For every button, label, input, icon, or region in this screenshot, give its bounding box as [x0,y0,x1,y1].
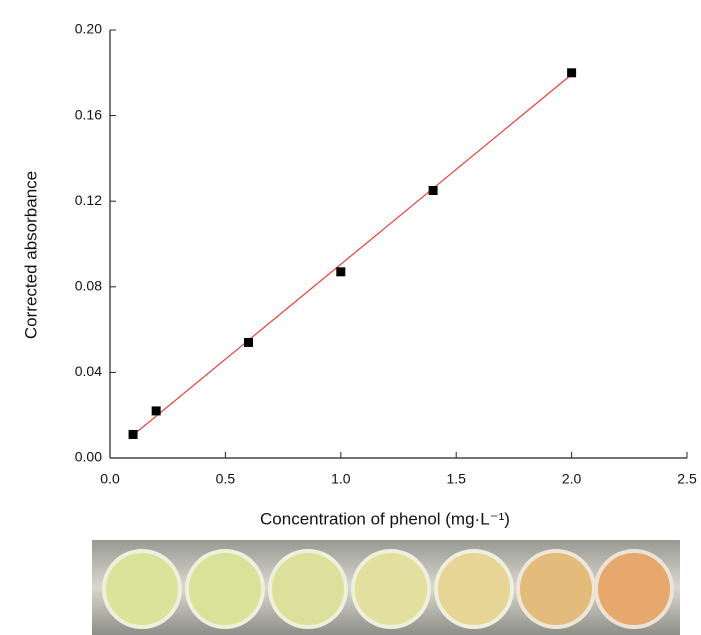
data-point [428,186,438,195]
data-point [151,406,161,416]
y-axis-title: Corrected absorbance [21,171,40,339]
x-tick-label: 0.5 [216,471,236,487]
y-tick-label: 0.00 [75,449,102,465]
x-tick-label: 2.5 [677,471,697,487]
data-point [243,337,253,347]
x-tick-label: 1.5 [446,471,466,487]
x-tick-label: 1.0 [331,471,351,487]
y-tick-label: 0.12 [75,192,102,208]
x-tick-label: 2.0 [562,471,582,487]
y-tick-label: 0.20 [75,21,102,37]
data-point [336,267,346,277]
photo [92,540,680,635]
y-tick-label: 0.08 [75,278,102,294]
fit-line [132,74,572,436]
data-point [567,68,577,78]
y-tick-label: 0.16 [75,106,102,122]
y-tick-label: 0.04 [75,363,102,379]
x-tick-label: 0.0 [100,471,120,487]
data-point [128,429,138,439]
x-axis-title: Concentration of phenol (mg·L⁻¹) [260,509,510,528]
